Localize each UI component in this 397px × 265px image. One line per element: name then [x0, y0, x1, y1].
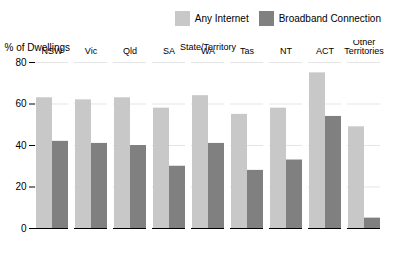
html-text:Any Internet: Any Internet [194, 13, 249, 24]
svg-text:NT: NT [280, 46, 292, 56]
svg-text:Vic: Vic [85, 46, 98, 56]
svg-text:OtherTerritories: OtherTerritories [344, 40, 384, 56]
svg-text:40: 40 [15, 140, 27, 151]
svg-text:80: 80 [15, 57, 27, 68]
svg-text:20: 20 [15, 181, 27, 192]
svg-text:60: 60 [15, 98, 27, 109]
svg-text:ACT: ACT [316, 46, 335, 56]
html-text:Broadband Connection: Broadband Connection [278, 13, 381, 24]
svg-text:0: 0 [21, 223, 27, 234]
svg-text:NSW: NSW [42, 46, 64, 56]
svg-text:State/Territory: State/Territory [180, 42, 237, 52]
svg-text:Tas: Tas [240, 46, 255, 56]
svg-text:Qld: Qld [123, 46, 137, 56]
svg-text:% of Dwellings: % of Dwellings [4, 41, 71, 53]
svg-text:SA: SA [163, 46, 175, 56]
